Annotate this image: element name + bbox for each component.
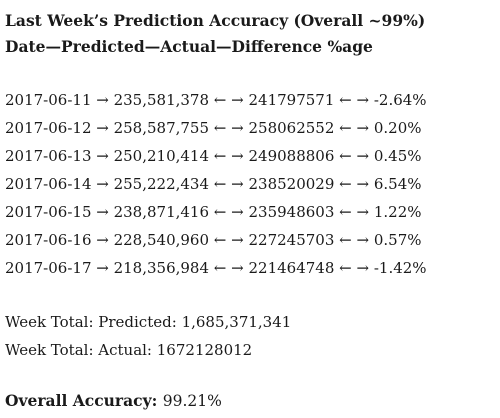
row-date: 2017-06-12 bbox=[5, 119, 92, 137]
separator: ← → bbox=[209, 259, 249, 277]
row-actual: 249088806 bbox=[248, 147, 335, 165]
row-date: 2017-06-14 bbox=[5, 175, 92, 193]
separator: ← → bbox=[334, 91, 374, 109]
row-difference: -2.64% bbox=[373, 91, 427, 109]
row-difference: 1.22% bbox=[373, 203, 422, 221]
row-predicted: 228,540,960 bbox=[113, 231, 210, 249]
row-actual: 241797571 bbox=[248, 91, 335, 109]
column-description: Date—Predicted—Actual—Difference %age bbox=[5, 37, 373, 56]
overall-accuracy-label: Overall Accuracy: bbox=[5, 391, 158, 410]
separator: → bbox=[91, 91, 114, 109]
week-total-actual-value: 1672128012 bbox=[156, 341, 253, 359]
separator: ← → bbox=[334, 231, 374, 249]
row-predicted: 255,222,434 bbox=[113, 175, 210, 193]
row-actual: 238520029 bbox=[248, 175, 335, 193]
overall-accuracy: Overall Accuracy: 99.21% bbox=[5, 388, 495, 414]
week-total-predicted: Week Total: Predicted: 1,685,371,341 bbox=[5, 308, 495, 336]
week-totals: Week Total: Predicted: 1,685,371,341 Wee… bbox=[5, 308, 495, 364]
row-date: 2017-06-16 bbox=[5, 231, 92, 249]
row-actual: 258062552 bbox=[248, 119, 335, 137]
prediction-row: 2017-06-15 → 238,871,416 ← → 235948603 ←… bbox=[5, 198, 495, 226]
separator: ← → bbox=[209, 203, 249, 221]
row-predicted: 235,581,378 bbox=[113, 91, 210, 109]
row-difference: 6.54% bbox=[373, 175, 422, 193]
separator: ← → bbox=[334, 203, 374, 221]
row-date: 2017-06-17 bbox=[5, 259, 92, 277]
week-total-predicted-label: Week Total: Predicted: bbox=[5, 313, 177, 331]
row-predicted: 250,210,414 bbox=[113, 147, 210, 165]
week-total-predicted-value: 1,685,371,341 bbox=[181, 313, 292, 331]
prediction-rows: 2017-06-11 → 235,581,378 ← → 241797571 ←… bbox=[5, 86, 495, 282]
separator: → bbox=[91, 147, 114, 165]
prediction-row: 2017-06-11 → 235,581,378 ← → 241797571 ←… bbox=[5, 86, 495, 114]
separator: → bbox=[91, 203, 114, 221]
prediction-row: 2017-06-16 → 228,540,960 ← → 227245703 ←… bbox=[5, 226, 495, 254]
prediction-row: 2017-06-13 → 250,210,414 ← → 249088806 ←… bbox=[5, 142, 495, 170]
prediction-row: 2017-06-17 → 218,356,984 ← → 221464748 ←… bbox=[5, 254, 495, 282]
separator: ← → bbox=[209, 175, 249, 193]
separator: ← → bbox=[334, 175, 374, 193]
row-predicted: 238,871,416 bbox=[113, 203, 210, 221]
row-actual: 221464748 bbox=[248, 259, 335, 277]
prediction-row: 2017-06-12 → 258,587,755 ← → 258062552 ←… bbox=[5, 114, 495, 142]
separator: ← → bbox=[334, 147, 374, 165]
separator: ← → bbox=[209, 231, 249, 249]
row-date: 2017-06-11 bbox=[5, 91, 92, 109]
overall-accuracy-value: 99.21% bbox=[162, 392, 222, 410]
prediction-row: 2017-06-14 → 255,222,434 ← → 238520029 ←… bbox=[5, 170, 495, 198]
week-total-actual: Week Total: Actual: 1672128012 bbox=[5, 336, 495, 364]
row-actual: 227245703 bbox=[248, 231, 335, 249]
week-total-actual-label: Week Total: Actual: bbox=[5, 341, 152, 359]
row-difference: 0.45% bbox=[373, 147, 422, 165]
row-date: 2017-06-15 bbox=[5, 203, 92, 221]
separator: → bbox=[91, 259, 114, 277]
separator: ← → bbox=[209, 147, 249, 165]
row-difference: 0.57% bbox=[373, 231, 422, 249]
page-title: Last Week’s Prediction Accuracy (Overall… bbox=[5, 11, 426, 30]
row-difference: 0.20% bbox=[373, 119, 422, 137]
row-predicted: 258,587,755 bbox=[113, 119, 210, 137]
row-actual: 235948603 bbox=[248, 203, 335, 221]
row-difference: -1.42% bbox=[373, 259, 427, 277]
document: Last Week’s Prediction Accuracy (Overall… bbox=[5, 8, 495, 414]
separator: ← → bbox=[209, 119, 249, 137]
separator: → bbox=[91, 175, 114, 193]
row-date: 2017-06-13 bbox=[5, 147, 92, 165]
separator: ← → bbox=[209, 91, 249, 109]
separator: ← → bbox=[334, 119, 374, 137]
separator: ← → bbox=[334, 259, 374, 277]
separator: → bbox=[91, 119, 114, 137]
separator: → bbox=[91, 231, 114, 249]
row-predicted: 218,356,984 bbox=[113, 259, 210, 277]
